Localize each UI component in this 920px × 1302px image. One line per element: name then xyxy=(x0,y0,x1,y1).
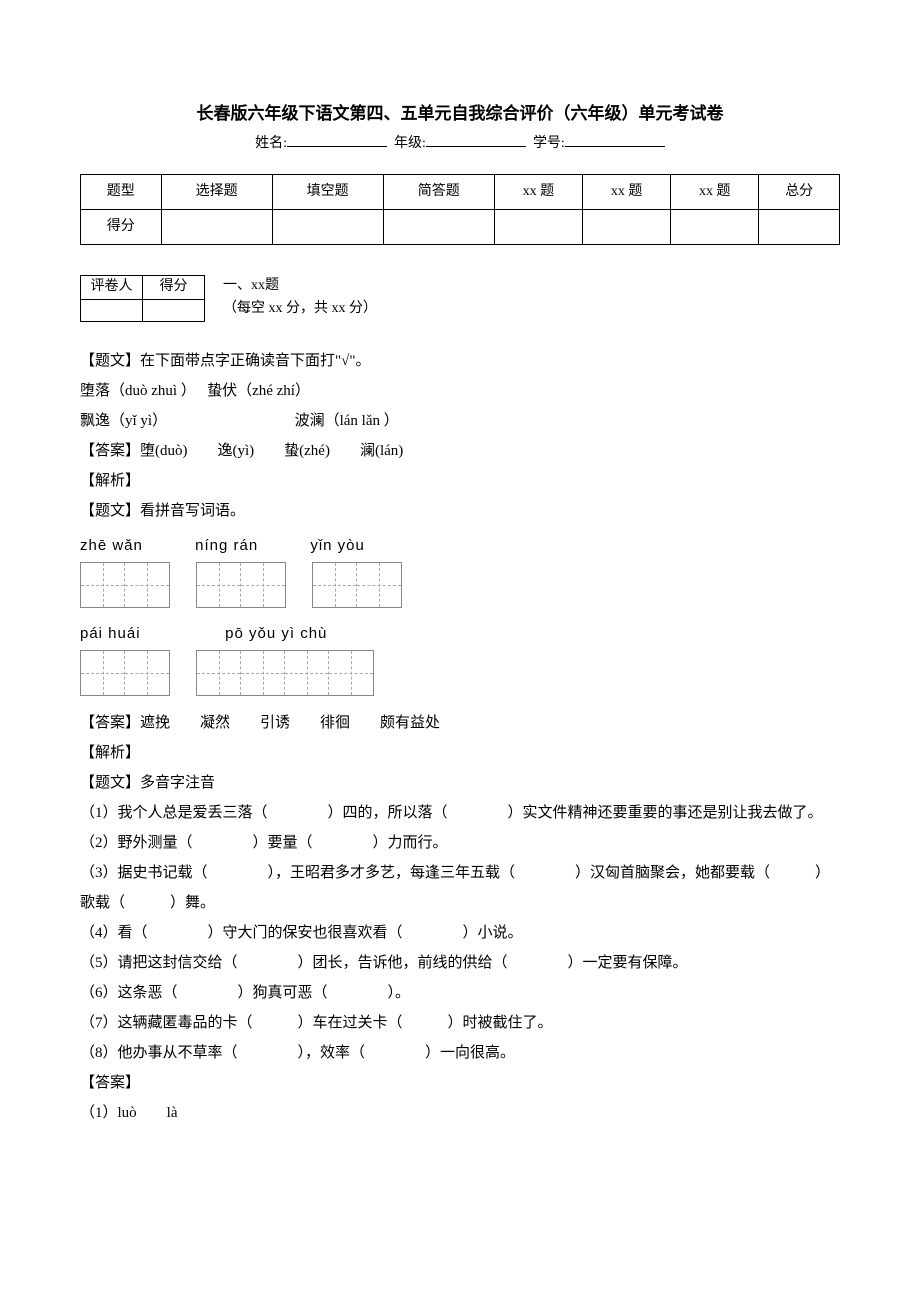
table-row: 题型 选择题 填空题 简答题 xx 题 xx 题 xx 题 总分 xyxy=(81,174,840,209)
header-cell: 选择题 xyxy=(161,174,272,209)
char-box[interactable] xyxy=(80,562,170,608)
pinyin: yǐn yòu xyxy=(310,534,420,558)
score-cell[interactable] xyxy=(759,209,840,244)
question-stem: 【题文】在下面带点字正确读音下面打"√"。 xyxy=(80,346,840,376)
answer-label: 【答案】 xyxy=(80,1068,840,1098)
id-label: 学号: xyxy=(533,136,565,151)
question-line: （8）他办事从不草率（ ），效率（ ）一向很高。 xyxy=(80,1038,840,1068)
grade-blank[interactable] xyxy=(426,133,526,147)
id-blank[interactable] xyxy=(565,133,665,147)
question-line: （4）看（ ）守大门的保安也很喜欢看（ ）小说。 xyxy=(80,918,840,948)
phrase: 堕落（duò zhuì ） xyxy=(80,383,196,399)
score-cell[interactable] xyxy=(582,209,670,244)
student-info-line: 姓名: 年级: 学号: xyxy=(80,133,840,155)
pinyin: pái huái xyxy=(80,622,220,646)
grader-table: 评卷人得分 xyxy=(80,275,205,321)
score-cell[interactable] xyxy=(494,209,582,244)
score-table: 题型 选择题 填空题 简答题 xx 题 xx 题 xx 题 总分 得分 xyxy=(80,174,840,246)
char-box[interactable] xyxy=(312,562,402,608)
question-line: （5）请把这封信交给（ ）团长，告诉他，前线的供给（ ）一定要有保障。 xyxy=(80,948,840,978)
answer-line: 【答案】堕(duò) 逸(yì) 蛰(zhé) 澜(lán) xyxy=(80,436,840,466)
section-heading: 一、xx题 （每空 xx 分，共 xx 分） xyxy=(223,275,377,320)
char-box-row xyxy=(80,650,840,696)
phrase: 蛰伏（zhé zhí） xyxy=(207,383,310,399)
name-blank[interactable] xyxy=(287,133,387,147)
phrase: 飘逸（yǐ yì） xyxy=(80,413,167,429)
explain-line: 【解析】 xyxy=(80,466,840,496)
question-line: （6）这条恶（ ）狗真可恶（ ）。 xyxy=(80,978,840,1008)
answer-line: （1）luò là xyxy=(80,1098,840,1128)
score-cell[interactable] xyxy=(272,209,383,244)
header-cell: 题型 xyxy=(81,174,162,209)
score-cell[interactable] xyxy=(161,209,272,244)
pinyin: níng rán xyxy=(195,534,305,558)
score-cell[interactable] xyxy=(671,209,759,244)
question-line: （1）我个人总是爱丢三落（ ）四的，所以落（ ）实文件精神还要重要的事还是别让我… xyxy=(80,798,840,828)
header-cell: 简答题 xyxy=(383,174,494,209)
grader-cell[interactable] xyxy=(81,299,143,321)
header-cell: 总分 xyxy=(759,174,840,209)
grader-label: 得分 xyxy=(143,276,205,299)
phrase: 波澜（lán lǎn ） xyxy=(295,413,399,429)
question-line: 飘逸（yǐ yì） 波澜（lán lǎn ） xyxy=(80,406,840,436)
pinyin-row: zhē wǎn níng rán yǐn yòu xyxy=(80,534,840,558)
grade-label: 年级: xyxy=(394,136,426,151)
section-points: （每空 xx 分，共 xx 分） xyxy=(223,298,377,320)
question-stem: 【题文】多音字注音 xyxy=(80,768,840,798)
row-label: 得分 xyxy=(81,209,162,244)
header-cell: xx 题 xyxy=(582,174,670,209)
question-stem: 【题文】看拼音写词语。 xyxy=(80,496,840,526)
explain-line: 【解析】 xyxy=(80,738,840,768)
section-number: 一、xx题 xyxy=(223,275,377,297)
page-title: 长春版六年级下语文第四、五单元自我综合评价（六年级）单元考试卷 xyxy=(80,100,840,127)
pinyin: pō yǒu yì chù xyxy=(225,622,327,646)
grader-label: 评卷人 xyxy=(81,276,143,299)
grader-cell[interactable] xyxy=(143,299,205,321)
question-line: （7）这辆藏匿毒品的卡（ ）车在过关卡（ ）时被截住了。 xyxy=(80,1008,840,1038)
table-row: 得分 xyxy=(81,209,840,244)
char-box-row xyxy=(80,562,840,608)
char-box[interactable] xyxy=(196,650,374,696)
name-label: 姓名: xyxy=(255,136,287,151)
question-line: （2）野外测量（ ）要量（ ）力而行。 xyxy=(80,828,840,858)
score-cell[interactable] xyxy=(383,209,494,244)
char-box[interactable] xyxy=(196,562,286,608)
answer-line: 【答案】遮挽 凝然 引诱 徘徊 颇有益处 xyxy=(80,708,840,738)
question-line: 堕落（duò zhuì ） 蛰伏（zhé zhí） xyxy=(80,376,840,406)
char-box[interactable] xyxy=(80,650,170,696)
header-cell: xx 题 xyxy=(494,174,582,209)
question-line: （3）据史书记载（ ），王昭君多才多艺，每逢三年五载（ ）汉匈首脑聚会，她都要载… xyxy=(80,858,840,918)
pinyin-row: pái huái pō yǒu yì chù xyxy=(80,622,840,646)
pinyin: zhē wǎn xyxy=(80,534,190,558)
header-cell: xx 题 xyxy=(671,174,759,209)
header-cell: 填空题 xyxy=(272,174,383,209)
